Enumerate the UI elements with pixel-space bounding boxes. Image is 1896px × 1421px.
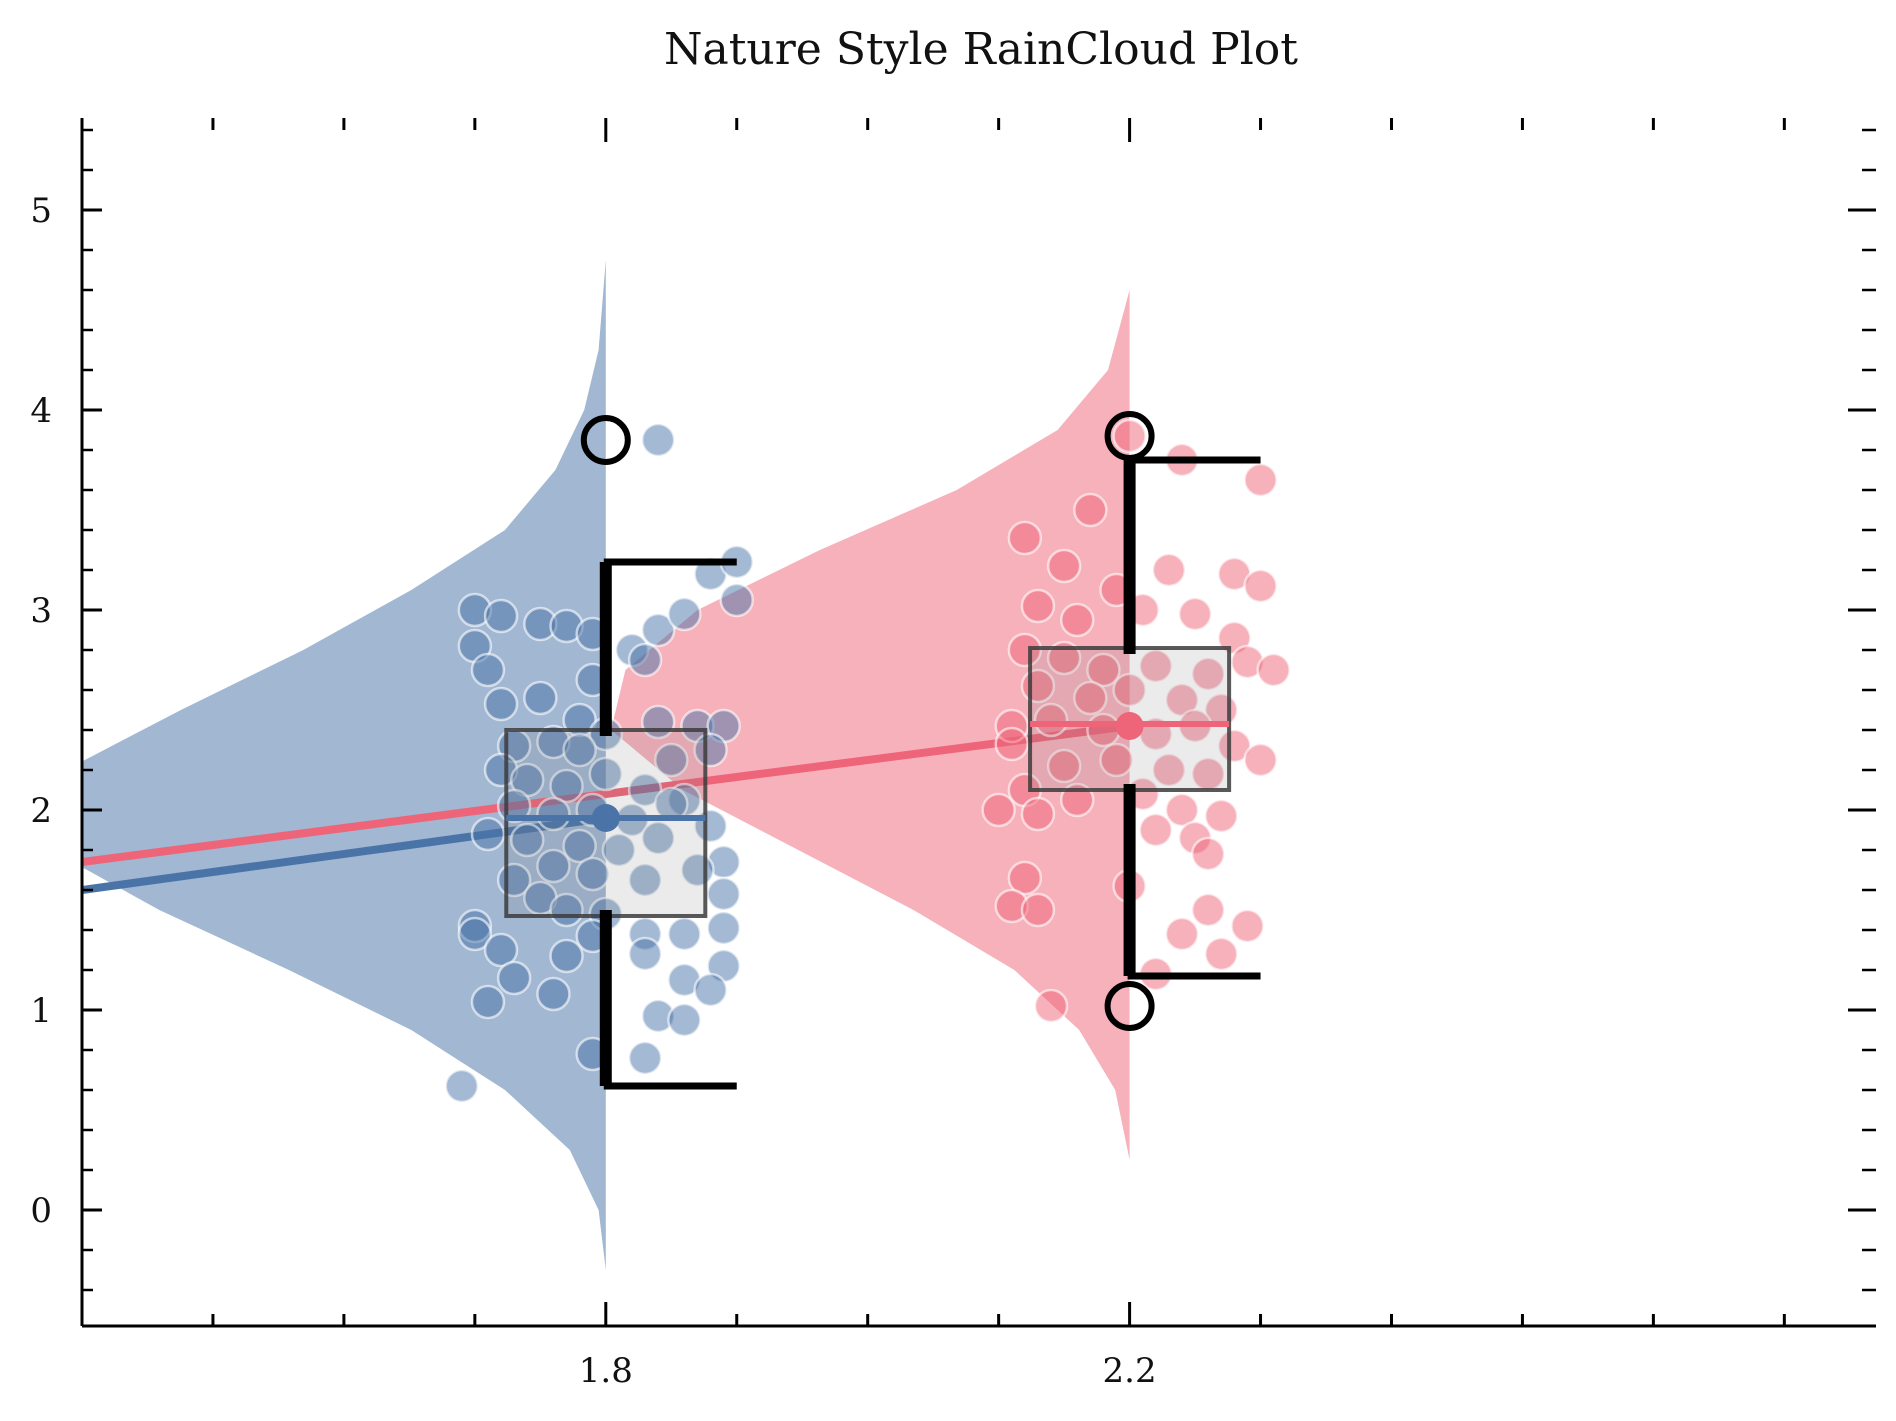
y-tick-label: 1: [30, 991, 52, 1031]
rain-point: [1007, 860, 1043, 896]
rain-point: [640, 612, 676, 648]
rain-point: [562, 828, 597, 864]
rain-point: [483, 598, 519, 634]
rain-point: [627, 642, 663, 678]
density-clouds: [82, 260, 1130, 1270]
rain-point: [1243, 568, 1278, 604]
rain-point: [1007, 520, 1043, 556]
rain-point: [509, 822, 545, 858]
rain-point: [1190, 656, 1226, 692]
trend-line-2: [82, 722, 1131, 866]
outlier-marker: [1104, 411, 1155, 461]
rain-point: [706, 876, 741, 912]
rain-point: [1020, 892, 1056, 928]
rain-point: [1046, 748, 1082, 784]
rain-point: [627, 936, 663, 972]
rain-point: [654, 742, 689, 778]
rain-point: [523, 680, 558, 716]
rain-point: [1059, 602, 1095, 638]
outlier-marker: [1104, 981, 1155, 1031]
rain-point: [627, 862, 663, 898]
rain-point: [640, 422, 676, 458]
rain-point: [667, 1002, 702, 1038]
rain-point: [444, 1068, 480, 1104]
rain-point: [470, 984, 506, 1020]
rain-point: [667, 596, 702, 632]
rain-point: [549, 938, 584, 974]
rain-point: [1086, 652, 1121, 688]
rain-point: [1151, 752, 1187, 788]
rain-point: [1033, 988, 1069, 1024]
rain-point: [1204, 798, 1239, 834]
rain-point: [1230, 908, 1265, 944]
rain-point: [706, 910, 741, 946]
y-tick-label: 3: [30, 591, 52, 631]
rain-point: [536, 976, 571, 1012]
rain-point: [627, 772, 663, 808]
x-tick-label: 2.2: [1103, 1351, 1157, 1391]
outlier-marker: [580, 415, 631, 465]
axes: 0 1 2 3 4 5 1.8 2.2: [30, 118, 1876, 1391]
rain-point: [536, 848, 571, 884]
x-tick-label: 1.8: [579, 1351, 633, 1391]
rain-point: [1046, 548, 1082, 584]
rain-point: [1177, 596, 1213, 632]
rain-point: [1151, 552, 1187, 588]
rain-point: [1033, 702, 1069, 738]
rain-point: [1204, 936, 1239, 972]
rain-point: [1164, 916, 1200, 952]
rain-point: [470, 816, 506, 852]
rain-point: [627, 1040, 663, 1076]
mean-marker-1: [591, 804, 620, 832]
boxplots: [504, 411, 1261, 1090]
y-tick-label: 4: [30, 391, 52, 431]
rain-point: [470, 652, 506, 688]
rain-point: [693, 732, 728, 768]
rain-point: [536, 796, 571, 832]
rain-point: [575, 856, 610, 892]
rain-point: [1138, 812, 1174, 848]
rain-point: [562, 732, 597, 768]
density-cloud-1: [82, 260, 606, 1270]
rain-point: [1190, 892, 1226, 928]
rain-point: [1243, 742, 1278, 778]
y-tick-label: 2: [30, 791, 52, 831]
rain-points: [444, 418, 1291, 1104]
rain-point: [1099, 742, 1134, 778]
rain-point: [1256, 652, 1291, 688]
rain-point: [1217, 728, 1252, 764]
density-cloud-2: [611, 290, 1130, 1160]
rain-point: [549, 768, 584, 804]
rain-point: [1112, 418, 1147, 454]
rain-point: [994, 726, 1029, 762]
rain-point: [588, 756, 624, 792]
rain-point: [1020, 588, 1056, 624]
rain-point: [1164, 792, 1200, 828]
rain-point: [457, 916, 493, 952]
rain-point: [496, 960, 532, 996]
rain-point: [1190, 836, 1226, 872]
rain-point: [601, 832, 637, 868]
rain-point: [1073, 680, 1108, 716]
rain-point: [719, 582, 754, 618]
y-tick-label: 0: [30, 1191, 52, 1231]
rain-point: [640, 820, 676, 856]
chart-title: Nature Style RainCloud Plot: [664, 24, 1298, 75]
rain-point: [1073, 492, 1108, 528]
rain-point: [1112, 672, 1147, 708]
rain-point: [483, 932, 519, 968]
rain-point: [981, 792, 1016, 828]
rain-point: [483, 686, 519, 722]
rain-point: [1020, 796, 1056, 832]
rain-point: [693, 972, 728, 1008]
mean-marker-2: [1115, 712, 1144, 740]
rain-point: [1243, 462, 1278, 498]
y-tick-label: 5: [30, 191, 52, 231]
rain-point: [667, 916, 702, 952]
